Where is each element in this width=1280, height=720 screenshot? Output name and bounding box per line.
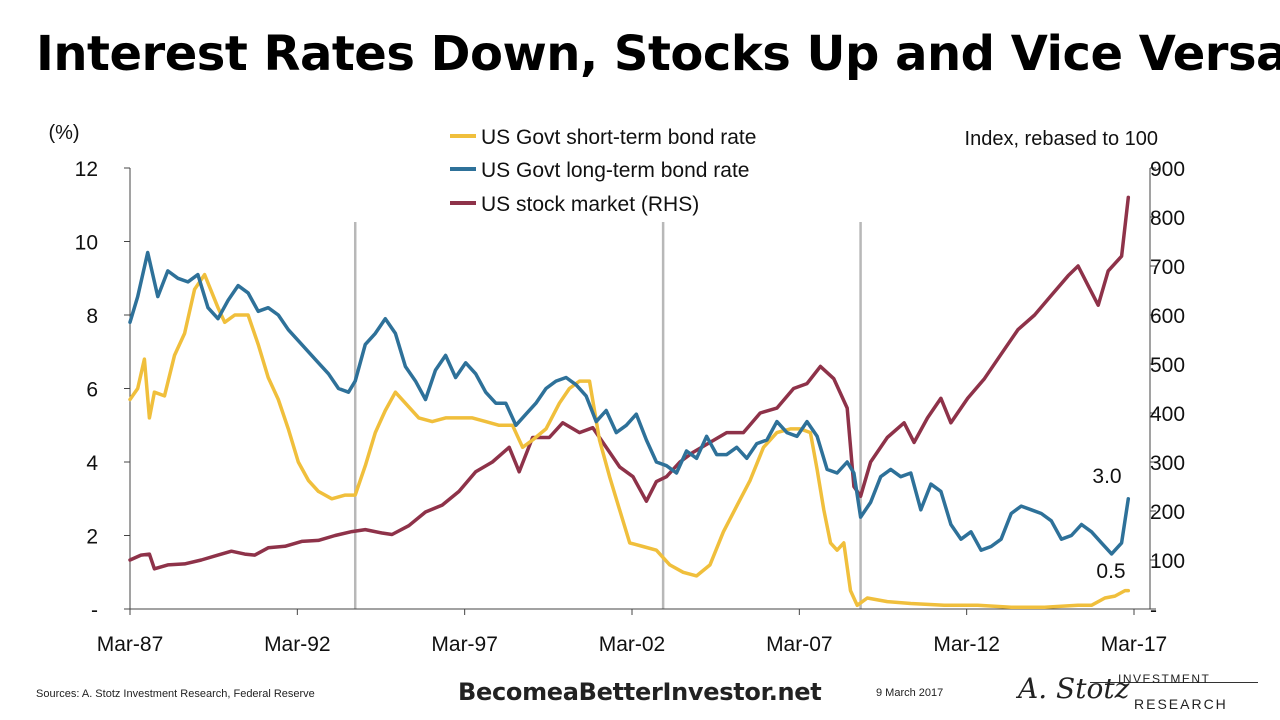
series-line-stock-market: [128, 195, 1131, 571]
logo-text-research: RESEARCH: [1134, 696, 1228, 712]
x-tick-label: Mar-92: [264, 633, 331, 656]
annotation-short-term-value: 0.5: [1096, 560, 1125, 583]
chart-series: [128, 195, 1131, 609]
y-right-tick-label: 100: [1150, 550, 1185, 573]
x-tick-label: Mar-17: [1101, 633, 1168, 656]
y-right-tick-label: 900: [1150, 158, 1185, 181]
y-right-axis-label: Index, rebased to 100: [965, 128, 1158, 150]
x-tick-label: Mar-12: [933, 633, 1000, 656]
y-right-tick-label: -: [1150, 599, 1157, 622]
y-left-tick-label: 4: [86, 452, 98, 475]
legend-label-3: US stock market (RHS): [481, 193, 699, 216]
x-tick-label: Mar-87: [97, 633, 164, 656]
y-left-tick-label: 10: [75, 232, 98, 255]
y-right-tick-label: 800: [1150, 207, 1185, 230]
chart-legend: US Govt short-term bond rate US Govt long…: [450, 126, 756, 216]
y-right-tick-label: 500: [1150, 354, 1185, 377]
footer-website: BecomeaBetterInvestor.net: [458, 678, 822, 706]
logo-signature: A. Stotz: [1018, 672, 1130, 705]
logo-text-investment: INVESTMENT: [1118, 672, 1211, 686]
chart-axes: - 2 4 6 8 10 12 - 100 200 300 400 500 600 700 800 900 Mar…: [48, 122, 1185, 656]
x-tick-label: Mar-97: [431, 633, 498, 656]
series-line-short-term-rate: [128, 272, 1131, 609]
y-left-tick-label: 6: [86, 379, 98, 402]
x-tick-label: Mar-02: [599, 633, 666, 656]
logo-divider: [1090, 682, 1258, 683]
chart-labels: 3.0 0.5: [1092, 465, 1125, 583]
y-right-tick-label: 400: [1150, 403, 1185, 426]
y-right-tick-label: 300: [1150, 452, 1185, 475]
interest-rates-stocks-chart: - 2 4 6 8 10 12 - 100 200 300 400 500 600 700 800 900 Mar…: [48, 122, 1185, 656]
y-right-tick-label: 200: [1150, 501, 1185, 524]
footer-date: 9 March 2017: [876, 687, 944, 699]
page-title: Interest Rates Down, Stocks Up and Vice …: [36, 26, 1280, 82]
series-line-long-term-rate: [128, 250, 1131, 556]
legend-label-2: US Govt long-term bond rate: [481, 159, 749, 182]
footer-sources: Sources: A. Stotz Investment Research, F…: [36, 688, 315, 700]
annotation-long-term-value: 3.0: [1092, 465, 1121, 488]
x-tick-label: Mar-07: [766, 633, 833, 656]
y-left-tick-label: 2: [86, 526, 98, 549]
vertical-divider-lines: [353, 222, 862, 609]
legend-label-1: US Govt short-term bond rate: [481, 126, 756, 149]
y-left-tick-label: -: [91, 599, 98, 622]
y-right-tick-label: 700: [1150, 256, 1185, 279]
company-logo: A. Stotz INVESTMENT RESEARCH: [1018, 672, 1258, 716]
y-left-tick-label: 8: [86, 305, 98, 328]
y-right-tick-label: 600: [1150, 305, 1185, 328]
y-left-axis-label: (%): [48, 122, 79, 144]
y-left-tick-label: 12: [75, 158, 98, 181]
